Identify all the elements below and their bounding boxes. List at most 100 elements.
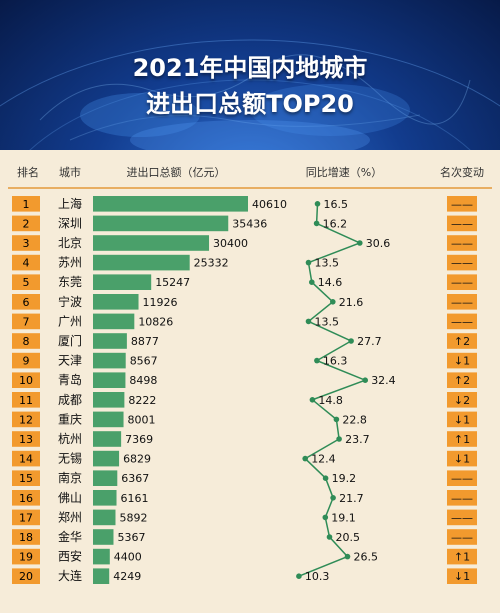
value-label: 8222 <box>128 394 156 407</box>
value-bar <box>93 235 210 251</box>
rank-label: 1 <box>23 198 30 211</box>
rank-badge <box>12 215 40 232</box>
rank-change-badge <box>447 313 477 330</box>
growth-label: 26.5 <box>354 551 379 564</box>
value-bar <box>93 529 114 545</box>
growth-label: 27.7 <box>357 335 382 348</box>
title-banner: 2021年中国内地城市 进出口总额TOP20 <box>0 0 500 150</box>
rank-label: 14 <box>19 453 33 466</box>
ranking-table: 排名 城市 进出口总额（亿元） 同比增速（%） 名次变动 1 上海 40610 —— 2… <box>6 150 494 608</box>
rank-badge <box>12 509 40 526</box>
rank-badge <box>12 392 40 408</box>
value-bar <box>93 352 126 369</box>
value-label: 8567 <box>130 355 158 368</box>
value-label: 11926 <box>143 296 178 309</box>
city-label: 北京 <box>58 236 82 250</box>
value-bar <box>93 392 125 408</box>
value-label: 6829 <box>123 453 151 466</box>
growth-label: 12.4 <box>311 453 336 466</box>
value-label: 5367 <box>117 531 145 544</box>
rank-badge <box>12 450 40 467</box>
header-rank: 排名 <box>17 165 39 179</box>
city-label: 南京 <box>58 470 82 485</box>
rank-change-badge <box>447 215 477 232</box>
rank-label: 3 <box>23 237 30 250</box>
city-label: 宁波 <box>58 294 82 309</box>
rank-change-badge <box>447 274 477 290</box>
rank-badge <box>12 352 40 369</box>
rank-change-badge <box>447 431 477 447</box>
growth-label: 19.2 <box>332 472 357 485</box>
rank-change-badge <box>447 196 477 212</box>
rank-badge <box>12 235 40 251</box>
value-label: 40610 <box>252 198 287 211</box>
growth-label: 13.5 <box>315 257 340 270</box>
rank-label: 10 <box>19 374 33 387</box>
city-label: 东莞 <box>58 275 82 289</box>
rank-change-label: ↓1 <box>454 413 470 426</box>
title-line-1: 2021年中国内地城市 <box>132 54 368 82</box>
value-label: 8498 <box>129 374 157 387</box>
growth-point <box>305 318 312 325</box>
header-value: 进出口总额（亿元） <box>127 165 226 179</box>
growth-point <box>309 279 315 285</box>
rank-badge <box>12 254 40 271</box>
value-label: 10826 <box>138 315 173 328</box>
rank-label: 16 <box>19 492 33 505</box>
rank-badge <box>12 529 40 545</box>
rank-change-badge <box>447 529 477 545</box>
rank-change-label: ↓2 <box>454 394 470 407</box>
value-label: 6367 <box>121 472 149 485</box>
rank-label: 9 <box>23 355 30 368</box>
growth-label: 19.1 <box>331 511 356 524</box>
rank-change-label: —— <box>451 237 473 250</box>
growth-label: 21.7 <box>339 492 364 505</box>
value-label: 4400 <box>114 551 142 564</box>
city-label: 苏州 <box>58 256 82 270</box>
growth-point <box>336 436 342 442</box>
rank-label: 19 <box>19 551 33 564</box>
city-label: 成都 <box>58 393 82 407</box>
rank-change-label: —— <box>451 257 473 270</box>
growth-point <box>296 573 302 579</box>
growth-label: 22.8 <box>342 413 367 426</box>
rank-label: 15 <box>19 472 33 485</box>
value-bar <box>93 313 135 330</box>
rank-label: 20 <box>19 570 33 583</box>
rank-badge <box>12 274 40 290</box>
rank-label: 2 <box>23 217 30 230</box>
rank-badge <box>12 313 40 330</box>
growth-label: 14.6 <box>318 276 343 289</box>
header-growth: 同比增速（%） <box>306 165 382 179</box>
value-label: 25332 <box>194 257 229 270</box>
rank-label: 5 <box>23 276 30 289</box>
value-bar <box>93 294 139 310</box>
growth-point <box>348 338 354 344</box>
growth-point <box>309 397 316 403</box>
city-label: 郑州 <box>58 509 82 524</box>
rank-label: 7 <box>23 315 30 328</box>
growth-point <box>305 259 312 266</box>
value-label: 5892 <box>119 511 147 524</box>
rank-change-badge <box>447 470 477 486</box>
rank-change-label: —— <box>451 198 473 211</box>
value-bar <box>93 450 120 467</box>
rank-change-label: —— <box>451 492 473 505</box>
rank-badge <box>12 411 40 428</box>
value-bar <box>93 431 122 447</box>
rank-change-label: —— <box>451 531 473 544</box>
rank-change-label: —— <box>451 511 473 524</box>
value-bar <box>93 411 124 428</box>
value-label: 8001 <box>128 413 156 426</box>
growth-label: 23.7 <box>345 433 370 446</box>
ranking-chart: 排名 城市 进出口总额（亿元） 同比增速（%） 名次变动 1 上海 40610 —— 2… <box>8 165 492 584</box>
growth-label: 20.5 <box>336 531 361 544</box>
rank-change-badge <box>447 509 477 526</box>
rank-label: 18 <box>19 531 33 544</box>
rank-change-label: ↓1 <box>454 453 470 466</box>
value-bar <box>93 490 117 506</box>
rank-label: 17 <box>19 511 33 524</box>
rank-change-label: —— <box>451 276 473 289</box>
rank-change-label: ↑1 <box>454 433 470 446</box>
